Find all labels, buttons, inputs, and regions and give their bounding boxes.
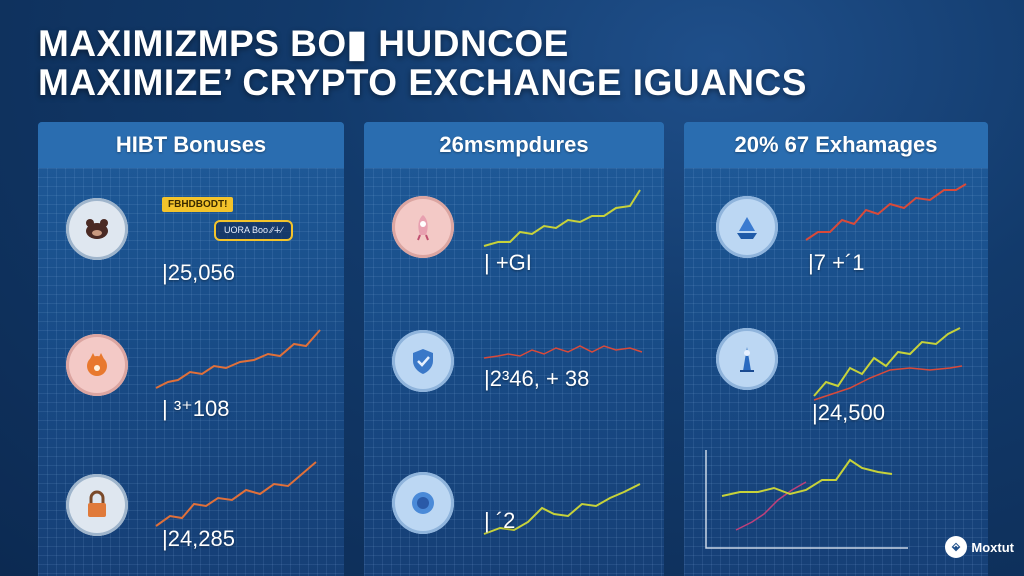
sparkline-chart (813, 327, 963, 401)
shield-icon (392, 330, 454, 392)
bonus-value: |25,056 (162, 260, 236, 285)
ship-icon (716, 196, 778, 258)
panel-title: 20% 67 Exhamages (684, 122, 988, 168)
brand-name: Moxtut (971, 539, 1014, 555)
bear-icon (66, 198, 128, 260)
brand-watermark: Moxtut (945, 536, 1014, 558)
sparkline-chart (483, 345, 643, 359)
line-chart (705, 450, 908, 549)
panel-procedures: 26msmpdures | +GI |2³46, + 38 | ´2 (364, 122, 664, 576)
panel-exchanges: 20% 67 Exhamages |7 +´1 |24,500 (684, 122, 988, 576)
sparkline-chart (155, 329, 321, 389)
exchange-value: |24,500 (812, 400, 886, 425)
procedure-value: | ´2 (484, 508, 516, 533)
tower-icon (716, 328, 778, 390)
promo-badge: FBHDBODT! (162, 197, 234, 212)
bonus-value: |24,285 (162, 526, 236, 551)
panel-title: 26msmpdures (364, 122, 664, 168)
promo-tag: UORA Boo ∕∕∔∕ (214, 220, 293, 241)
fox-icon (66, 334, 128, 396)
panel-title: HIBT Bonuses (38, 122, 344, 168)
exchange-value: |7 +´1 (808, 250, 865, 275)
procedure-value: |2³46, + 38 (484, 366, 590, 391)
sparkline-chart (155, 461, 317, 527)
sparkline-chart (805, 183, 967, 241)
panel-hibt-bonuses: HIBT Bonuses FBHDBODT! UORA Boo ∕∕∔∕ |25… (38, 122, 344, 576)
bonus-value: | ³⁺108 (162, 396, 230, 421)
page-title-line-2: MAXIMIZE’ CRYPTO EXCHANGE IGUANCS (38, 62, 807, 103)
procedure-value: | +GI (484, 250, 532, 275)
rocket-icon (392, 196, 454, 258)
lock-icon (66, 474, 128, 536)
coin-icon (392, 472, 454, 534)
sparkline-chart (483, 483, 641, 535)
brand-logo-icon (945, 536, 968, 558)
sparkline-chart (483, 189, 641, 247)
page-title-line-1: MAXIMIZMPS BO▮ HUDNCOE (38, 23, 569, 64)
